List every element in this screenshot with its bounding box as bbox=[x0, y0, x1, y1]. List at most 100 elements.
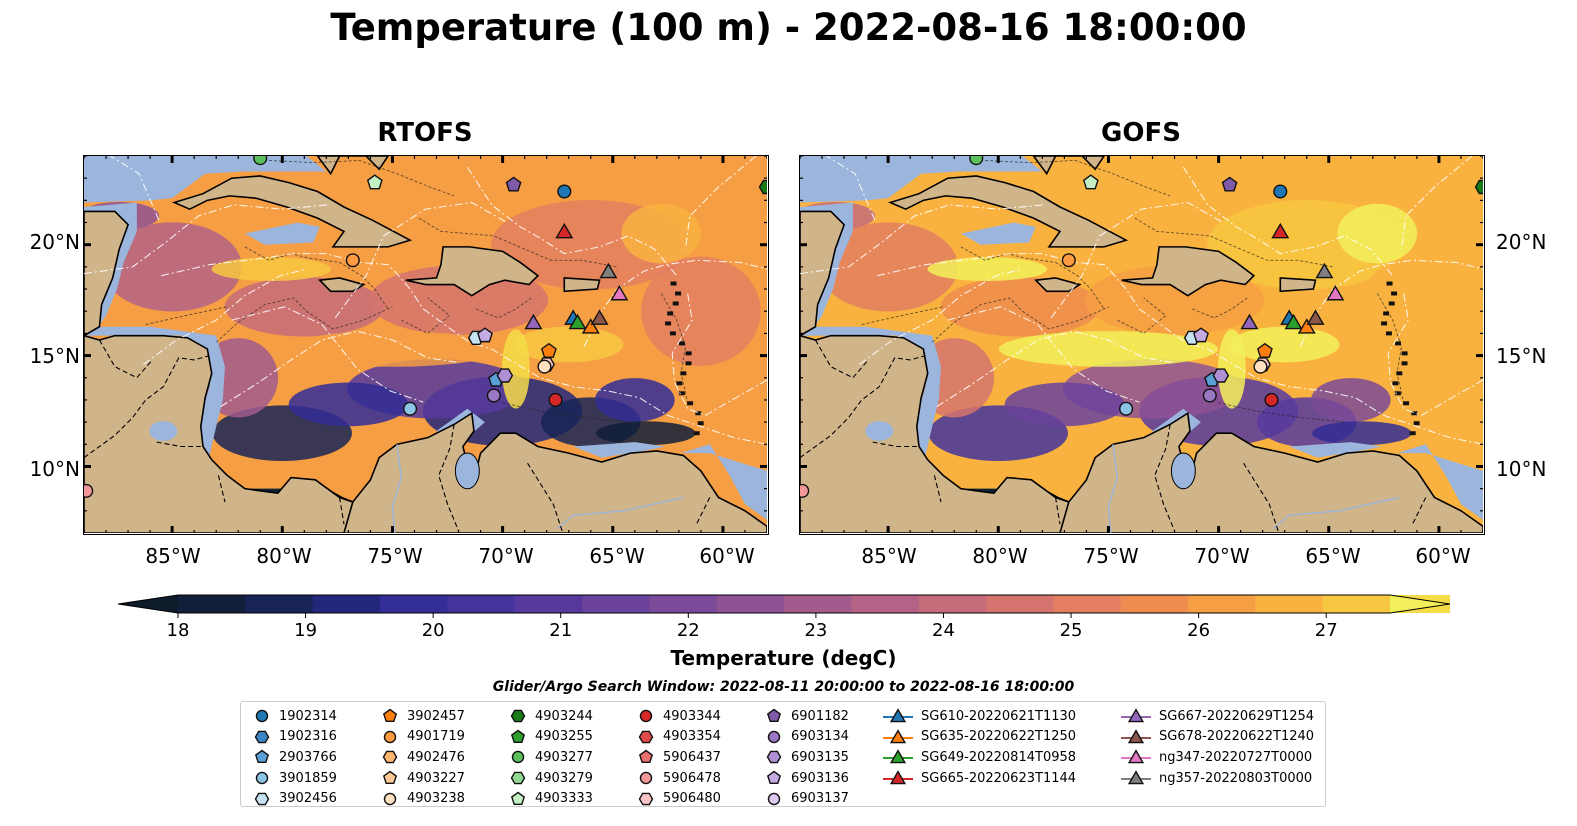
argo-float-marker[interactable] bbox=[1273, 184, 1288, 199]
legend-label: 4902476 bbox=[407, 749, 465, 765]
argo-float-marker[interactable] bbox=[345, 253, 360, 268]
argo-float-marker[interactable] bbox=[1253, 359, 1268, 374]
argo-float-marker[interactable] bbox=[1119, 401, 1134, 416]
legend-label: SG678-20220622T1240 bbox=[1159, 729, 1315, 745]
legend-label: 5906437 bbox=[663, 749, 721, 765]
argo-float-marker[interactable] bbox=[1212, 368, 1230, 383]
legend-item: 4903227 bbox=[381, 768, 465, 789]
y-tick-label: 20°N bbox=[1496, 230, 1547, 254]
legend-item: 4903279 bbox=[509, 768, 593, 789]
argo-float-marker[interactable] bbox=[537, 359, 552, 374]
argo-float-marker[interactable] bbox=[1202, 388, 1217, 403]
argo-float-marker[interactable] bbox=[1264, 392, 1279, 407]
x-tick-label: 75°W bbox=[367, 544, 423, 568]
x-tick-label: 75°W bbox=[1083, 544, 1139, 568]
argo-float-marker[interactable] bbox=[557, 184, 572, 199]
legend-marker bbox=[383, 730, 397, 744]
argo-float-marker[interactable] bbox=[403, 401, 418, 416]
x-tick-label: 70°W bbox=[478, 544, 534, 568]
legend-symbol bbox=[511, 751, 525, 764]
y-tick-label: 10°N bbox=[1496, 457, 1547, 481]
argo-float-marker[interactable] bbox=[496, 368, 514, 383]
legend-label: 4903255 bbox=[535, 729, 593, 745]
gofs-map-title: GOFS bbox=[1101, 118, 1181, 148]
argo-float-marker[interactable] bbox=[366, 174, 383, 190]
legend-symbol bbox=[510, 791, 526, 805]
legend: 1902314 1902316 2903766 3901859 3902456 39024… bbox=[240, 701, 1326, 807]
legend-label: 4903333 bbox=[535, 791, 593, 807]
gofs-map-panel[interactable] bbox=[799, 155, 1485, 535]
legend-item: SG667-20220629T1254 bbox=[1121, 706, 1314, 727]
argo-float-marker[interactable] bbox=[1221, 176, 1238, 192]
glider-marker[interactable] bbox=[524, 313, 543, 330]
glider-marker[interactable] bbox=[1306, 309, 1325, 325]
legend-symbol bbox=[1127, 708, 1145, 723]
glider-marker[interactable] bbox=[1297, 318, 1316, 334]
x-tick-label: 85°W bbox=[861, 544, 917, 568]
glider-marker[interactable] bbox=[610, 284, 629, 301]
legend-item: ng357-20220803T0000 bbox=[1121, 768, 1314, 789]
legend-label: SG610-20220621T1130 bbox=[921, 708, 1077, 724]
argo-float-marker[interactable] bbox=[1082, 174, 1099, 190]
glider-marker[interactable] bbox=[1315, 262, 1334, 279]
glider-marker[interactable] bbox=[590, 309, 609, 325]
argo-float-marker[interactable] bbox=[758, 179, 767, 195]
legend-symbol bbox=[889, 749, 907, 764]
legend-label: SG635-20220622T1250 bbox=[921, 729, 1077, 745]
legend-marker bbox=[883, 708, 913, 723]
argo-float-marker[interactable] bbox=[969, 156, 984, 166]
legend-item: 4903255 bbox=[509, 727, 593, 748]
argo-float-marker[interactable] bbox=[486, 388, 501, 403]
argo-float-marker[interactable] bbox=[800, 483, 810, 498]
rtofs-map-panel[interactable] bbox=[83, 155, 769, 535]
glider-marker[interactable] bbox=[1271, 222, 1290, 239]
glider-marker[interactable] bbox=[568, 313, 587, 330]
legend-symbol bbox=[638, 792, 654, 805]
glider-marker[interactable] bbox=[1240, 313, 1259, 330]
legend-symbol bbox=[510, 709, 526, 723]
argo-float-marker[interactable] bbox=[1061, 253, 1076, 268]
legend-marker bbox=[383, 792, 397, 805]
legend-label: 6901182 bbox=[791, 708, 849, 724]
argo-float-marker[interactable] bbox=[1193, 327, 1209, 343]
argo-float-marker[interactable] bbox=[1474, 179, 1483, 195]
colorbar-tick-label: 18 bbox=[166, 620, 190, 641]
legend-column: SG610-20220621T1130 SG635-20220622T1250 SG… bbox=[883, 706, 1076, 788]
legend-label: 1902316 bbox=[279, 729, 337, 745]
legend-marker bbox=[766, 751, 782, 764]
argo-float-marker[interactable] bbox=[540, 342, 557, 358]
y-tick-label: 10°N bbox=[29, 457, 80, 481]
legend-marker bbox=[510, 709, 526, 723]
temperature-colorbar bbox=[118, 594, 1450, 618]
legend-symbol bbox=[639, 771, 653, 785]
argo-float-marker[interactable] bbox=[253, 156, 268, 166]
argo-float-marker[interactable] bbox=[1256, 342, 1273, 358]
argo-float-marker[interactable] bbox=[505, 176, 522, 192]
legend-marker bbox=[510, 729, 526, 743]
legend-symbol bbox=[382, 751, 398, 764]
legend-marker bbox=[254, 730, 270, 744]
colorbar-tick-label: 27 bbox=[1314, 620, 1338, 641]
argo-float-marker[interactable] bbox=[477, 327, 493, 343]
argo-float-marker[interactable] bbox=[84, 483, 94, 498]
legend-symbol bbox=[767, 792, 781, 805]
glider-marker[interactable] bbox=[599, 262, 618, 279]
glider-marker[interactable] bbox=[581, 318, 600, 334]
glider-marker[interactable] bbox=[1326, 284, 1345, 301]
glider-marker[interactable] bbox=[1284, 313, 1303, 330]
glider-marker[interactable] bbox=[555, 222, 574, 239]
argo-float-marker[interactable] bbox=[548, 392, 563, 407]
legend-item: SG678-20220622T1240 bbox=[1121, 727, 1314, 748]
legend-symbol bbox=[638, 730, 654, 744]
legend-label: 4901719 bbox=[407, 729, 465, 745]
legend-item: 6903135 bbox=[765, 747, 849, 768]
legend-label: 6903137 bbox=[791, 791, 849, 807]
legend-item: 3902456 bbox=[253, 788, 337, 809]
legend-item: 6901182 bbox=[765, 706, 849, 727]
legend-marker bbox=[766, 708, 782, 723]
legend-label: 2903766 bbox=[279, 749, 337, 765]
x-tick-label: 85°W bbox=[145, 544, 201, 568]
legend-marker bbox=[883, 729, 913, 744]
legend-column: 3902457 4901719 4902476 4903227 4903238 bbox=[381, 706, 465, 809]
legend-label: 3901859 bbox=[279, 770, 337, 786]
